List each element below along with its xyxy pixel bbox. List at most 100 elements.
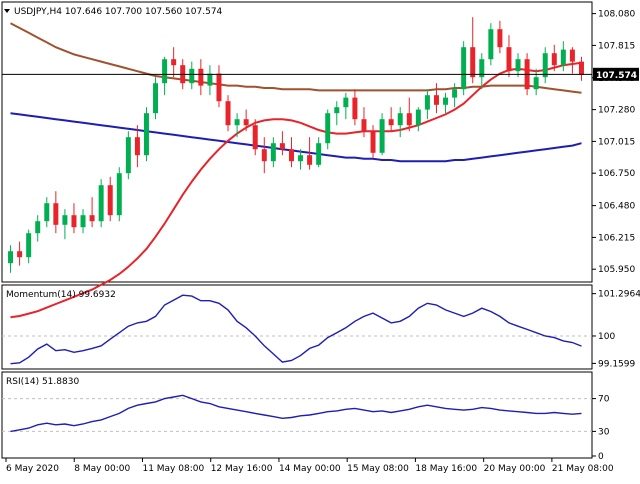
price-tick-label: 106.480 [598,202,635,212]
momentum-indicator: 101.2964 100 99.1599 [2,290,640,369]
candle-body [89,215,95,222]
momentum-line [10,294,582,365]
candle-body [406,113,412,126]
rsi-indicator: 70 30 0 [2,394,610,462]
candle-body [80,215,86,228]
time-tick-label: 15 May 08:00 [347,464,409,474]
candle-body [343,97,349,108]
collapse-triangle-icon[interactable] [4,9,10,13]
time-tick-label: 6 May 2020 [6,464,59,474]
candle-body [162,59,168,84]
candle-body [35,221,41,234]
price-panel-frame [1,1,593,283]
time-axis: 6 May 2020 8 May 00:00 11 May 08:00 12 May … [5,458,614,474]
candle-body [44,203,50,222]
price-axis: 108.080107.815107.545107.280107.015106.7… [592,10,635,275]
rsi-label: RSI(14) 51.8830 [6,377,79,387]
candle-body [252,125,258,150]
candle-body [116,173,122,216]
candle-body [515,59,521,72]
candle-body [316,143,322,165]
price-tick-label: 106.750 [598,169,635,179]
candle-body [325,113,331,144]
rsi-tick-label: 0 [598,452,604,462]
candle-body [134,137,140,156]
candle-body [225,101,231,126]
moving-averages [10,22,582,319]
candle-body [488,29,494,60]
time-tick-label: 11 May 08:00 [142,464,204,474]
momentum-tick-label: 100 [598,332,615,342]
time-tick-label: 18 May 16:00 [415,464,477,474]
candle-body [361,119,367,132]
price-tick-label: 105.950 [598,265,635,275]
momentum-tick-label: 101.2964 [598,290,640,300]
candle-body [243,119,249,126]
candle-body [470,47,476,78]
candle-body [17,251,23,258]
momentum-label: Momentum(14) 99.6932 [6,290,116,300]
candle-body [443,97,449,105]
price-tick-label: 107.015 [598,137,635,147]
candle-body [533,77,539,90]
rsi-tick-label: 30 [598,427,610,437]
ma-fast-line [10,61,582,319]
current-price-label: 107.574 [596,71,637,81]
time-tick-label: 12 May 16:00 [211,464,273,474]
candle-body [479,59,485,78]
candle-body [578,61,584,75]
candle-body [270,143,276,162]
candle-body [388,119,394,126]
candle-body [307,155,313,165]
candle-body [98,185,104,222]
candle-body [189,68,195,84]
rsi-tick-label: 70 [598,395,610,405]
candle-body [397,113,403,126]
candle-body [153,83,159,114]
chart-header: USDJPY,H4 107.646 107.700 107.560 107.57… [14,7,223,17]
candle-body [62,215,68,225]
candle-body [171,59,177,66]
momentum-tick-label: 99.1599 [598,359,635,369]
momentum-panel-frame [1,284,593,370]
price-tick-label: 108.080 [598,10,635,20]
candle-body [8,251,14,264]
candle-body [560,49,566,66]
candle-body [143,113,149,156]
price-tick-label: 106.215 [598,233,635,243]
time-tick-label: 8 May 00:00 [74,464,130,474]
candle-body [207,73,213,86]
candle-body [506,47,512,72]
candle-body [234,119,240,126]
time-tick-label: 21 May 08:00 [552,464,614,474]
candle-body [53,203,59,225]
candle-body [279,143,285,150]
current-price-badge [593,67,639,81]
candle-body [298,155,304,162]
rsi-line [10,394,582,433]
candle-body [334,107,340,114]
candle-body [352,97,358,120]
candle-body [261,149,267,162]
ma-slow-line [10,112,582,163]
rsi-panel-frame [1,371,593,459]
candle-body [433,95,439,105]
candle-body [452,89,458,98]
candle-body [461,47,467,90]
candle-body [288,149,294,162]
candle-body [551,53,557,66]
price-tick-label: 107.280 [598,106,635,116]
ma-mid-line [10,22,582,94]
candle-body [26,233,32,258]
candle-body [216,73,222,102]
candle-body [379,119,385,153]
candle-body [370,131,376,153]
candle-body [415,109,421,126]
candle-body [198,68,204,86]
time-tick-label: 20 May 00:00 [484,464,546,474]
candle-body [125,137,131,174]
candle-body [497,29,503,48]
candle-body [542,53,548,78]
